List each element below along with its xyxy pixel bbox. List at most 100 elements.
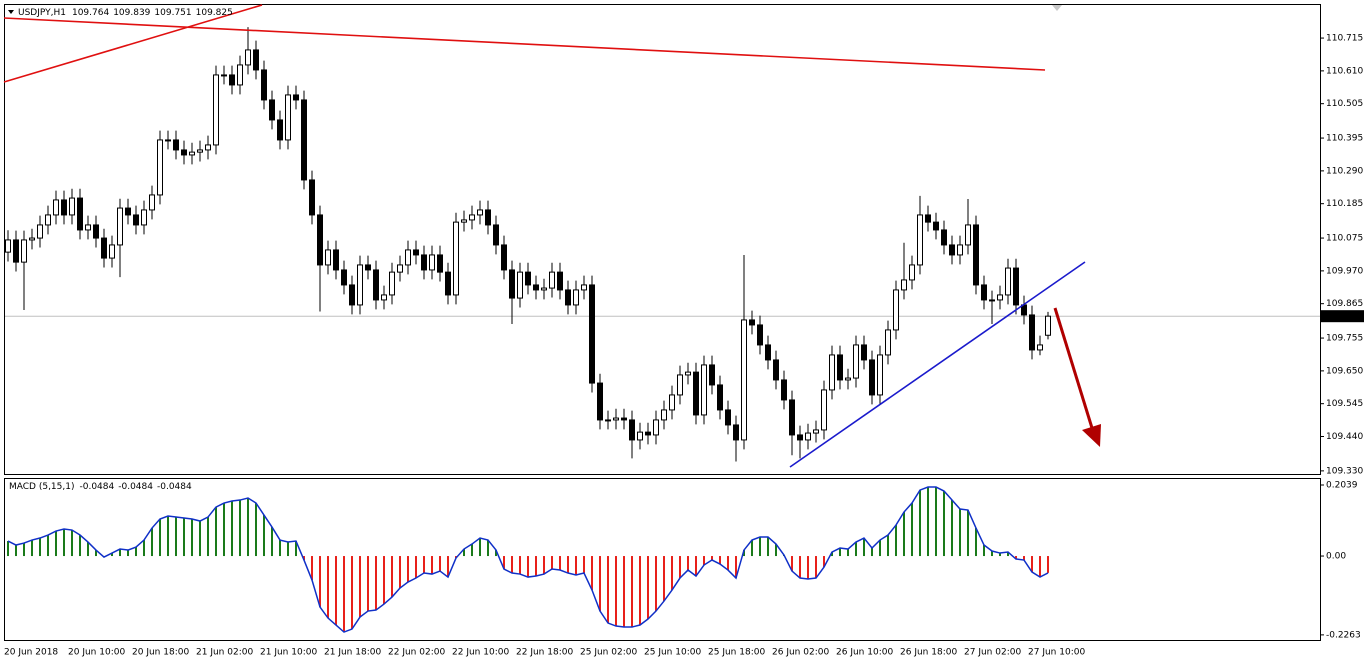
candle-body [917,214,923,266]
candle-body [389,271,395,296]
candle-body [213,74,219,146]
candle-body [509,269,515,299]
y-tick-label: 109.865 [1326,299,1363,309]
y-tick-label: 109.755 [1326,334,1363,344]
candle-body [605,419,611,422]
y-tick-label: 109.440 [1326,432,1363,442]
y-tick-label: 109.970 [1326,266,1363,276]
candle-body [93,224,99,239]
x-tick-label: 27 Jun 10:00 [1028,648,1085,658]
candle-body [45,214,51,226]
candle-body [445,271,451,296]
candle-body [709,364,715,386]
candle-body [469,214,475,221]
y-tick-label: 110.610 [1326,66,1363,76]
down-arrow-shaft [1053,307,1094,429]
down-arrow-head [1082,424,1101,447]
candle-body [381,294,387,301]
candle-body [109,244,115,259]
candle-body [485,209,491,226]
candle-body [101,237,107,259]
candle-body [197,149,203,153]
x-tick-label: 21 Jun 10:00 [260,648,317,658]
y-tick-label: 0.2039 [1326,481,1358,491]
candle-body [717,384,723,411]
candle-body [693,371,699,416]
x-tick-label: 20 Jun 10:00 [68,648,125,658]
candle-body [13,239,19,263]
candle-body [533,284,539,291]
menu-triangle [8,10,14,14]
candle-body [325,249,331,266]
candle-body [685,371,691,376]
x-tick-label: 25 Jun 10:00 [644,648,701,658]
candle-body [853,344,859,379]
candle-body [1005,267,1011,296]
candle-body [133,214,139,226]
candle-body [757,324,763,346]
x-tick-label: 27 Jun 02:00 [964,648,1021,658]
x-tick-label: 21 Jun 18:00 [324,648,381,658]
x-tick-label: 25 Jun 02:00 [580,648,637,658]
candle-body [269,99,275,121]
candle-body [125,207,131,216]
candle-body [1045,315,1051,336]
candle-body [701,364,707,416]
candle-body [285,94,291,141]
candle-body [669,394,675,411]
high-value: 109.839 [113,8,150,18]
candle-body [277,119,283,141]
y-tick-label: -0.2263 [1326,630,1361,640]
candle-body [173,139,179,151]
candle-body [229,74,235,86]
x-tick-label: 26 Jun 18:00 [900,648,957,658]
candle-body [69,197,75,216]
trendline [3,4,263,83]
candle-body [525,271,531,286]
histogram-value: -0.0484 [157,482,192,492]
y-tick-label: 110.395 [1326,134,1363,144]
candle-body [741,319,747,441]
candle-body [405,249,411,266]
candle-body [29,237,35,241]
candle-body [981,284,987,301]
candle-body [85,224,91,231]
candle-body [293,94,299,101]
x-tick-label: 22 Jun 10:00 [452,648,509,658]
open-value: 109.764 [72,8,109,18]
candle-body [37,224,43,239]
candle-body [397,264,403,273]
y-tick-label: 110.715 [1326,34,1363,44]
candle-body [565,289,571,306]
candle-body [549,271,555,289]
x-tick-label: 20 Jun 2018 [4,648,58,658]
candle-body [957,244,963,256]
candle-body [573,289,579,306]
x-tick-label: 21 Jun 02:00 [196,648,253,658]
x-tick-label: 22 Jun 18:00 [516,648,573,658]
candle-body [677,374,683,396]
candle-body [1029,314,1035,351]
candle-body [141,209,147,226]
candle-body [365,264,371,271]
candle-body [477,209,483,216]
candle-body [877,354,883,396]
candle-body [373,269,379,301]
candle-body [749,319,755,326]
candle-body [421,254,427,271]
candle-body [997,294,1003,301]
candle-body [349,284,355,306]
y-tick-label: 110.505 [1326,99,1363,109]
candle-body [317,214,323,266]
candle-body [621,417,627,421]
candle-body [1037,344,1043,351]
candle-body [253,49,259,71]
x-tick-label: 26 Jun 02:00 [772,648,829,658]
macd-header: MACD (5,15,1) -0.0484 -0.0484 -0.0484 [9,482,192,492]
candle-body [781,379,787,401]
candle-body [453,221,459,296]
candle-body [309,179,315,216]
close-value: 109.825 [196,8,233,18]
candle-body [181,149,187,156]
x-tick-label: 25 Jun 18:00 [708,648,765,658]
